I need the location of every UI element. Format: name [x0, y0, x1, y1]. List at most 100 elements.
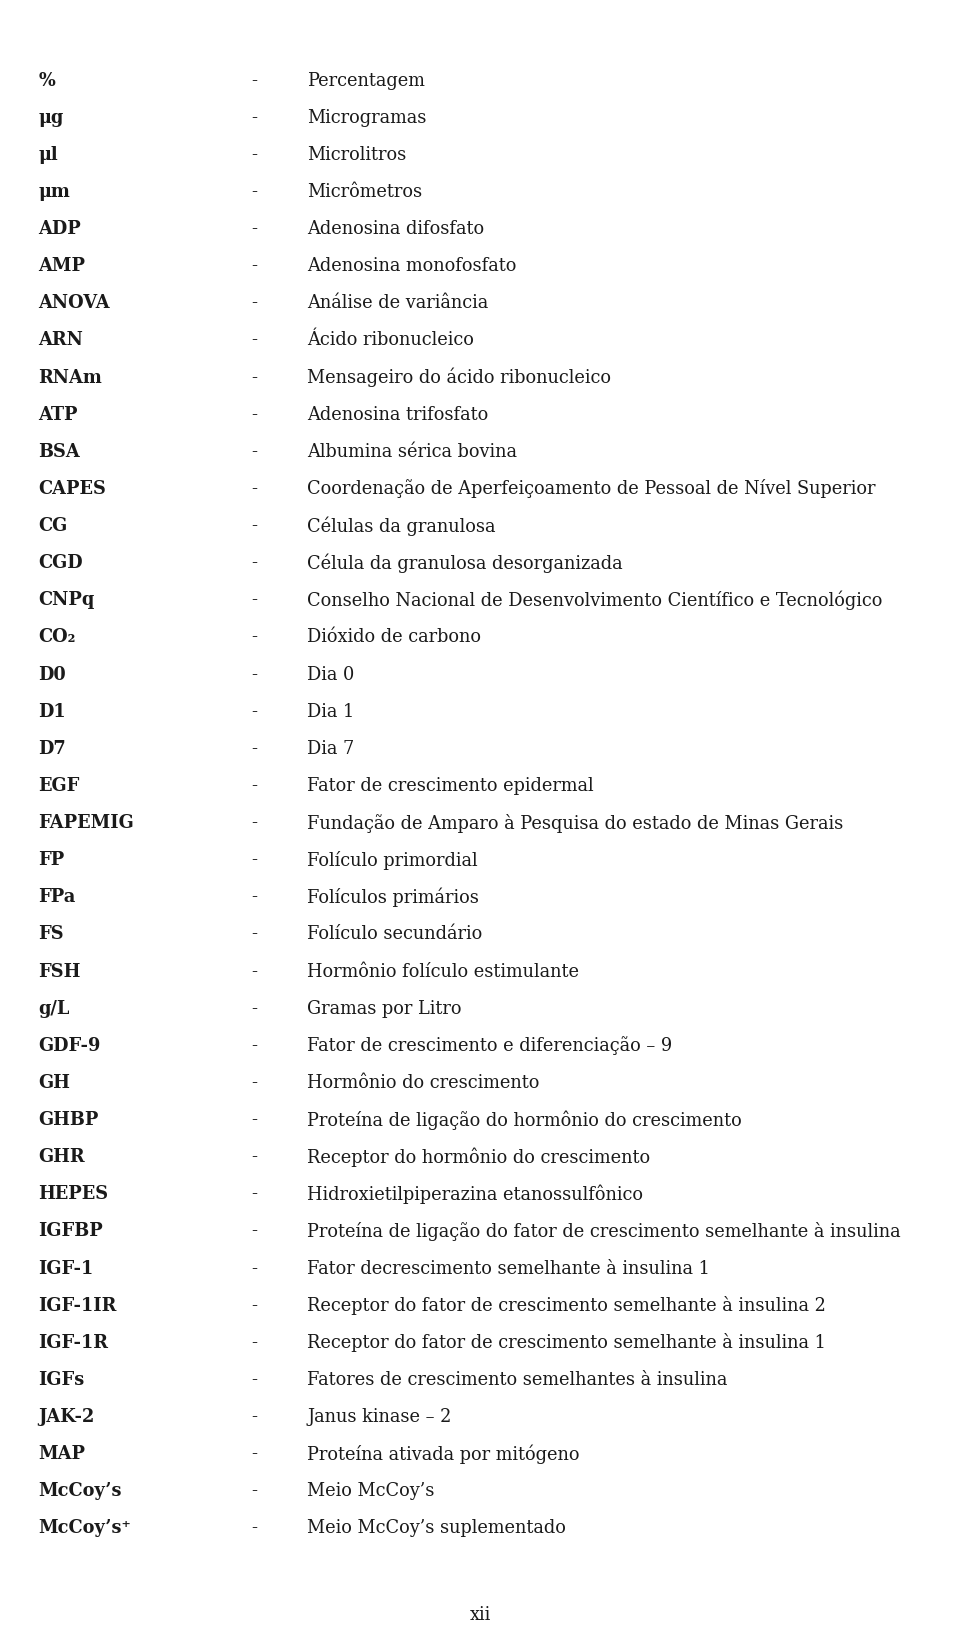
Text: Microlitros: Microlitros: [307, 146, 406, 164]
Text: IGF-1: IGF-1: [38, 1259, 94, 1277]
Text: FPa: FPa: [38, 889, 76, 907]
Text: Ácido ribonucleico: Ácido ribonucleico: [307, 331, 474, 349]
Text: μl: μl: [38, 146, 59, 164]
Text: -: -: [252, 963, 257, 981]
Text: FP: FP: [38, 851, 64, 869]
Text: ARN: ARN: [38, 331, 84, 349]
Text: HEPES: HEPES: [38, 1185, 108, 1203]
Text: Coordenação de Aperfeiçoamento de Pessoal de Nível Superior: Coordenação de Aperfeiçoamento de Pessoa…: [307, 480, 876, 498]
Text: ADP: ADP: [38, 219, 82, 237]
Text: -: -: [252, 925, 257, 943]
Text: -: -: [252, 555, 257, 573]
Text: -: -: [252, 146, 257, 164]
Text: Célula da granulosa desorganizada: Célula da granulosa desorganizada: [307, 553, 623, 573]
Text: Proteína de ligação do fator de crescimento semelhante à insulina: Proteína de ligação do fator de crescime…: [307, 1221, 900, 1241]
Text: FS: FS: [38, 925, 64, 943]
Text: -: -: [252, 1483, 257, 1501]
Text: IGFBP: IGFBP: [38, 1223, 103, 1241]
Text: -: -: [252, 444, 257, 460]
Text: IGFs: IGFs: [38, 1370, 84, 1388]
Text: Dia 7: Dia 7: [307, 740, 354, 758]
Text: Hormônio folículo estimulante: Hormônio folículo estimulante: [307, 963, 579, 981]
Text: -: -: [252, 257, 257, 275]
Text: Receptor do hormônio do crescimento: Receptor do hormônio do crescimento: [307, 1148, 650, 1167]
Text: Receptor do fator de crescimento semelhante à insulina 2: Receptor do fator de crescimento semelha…: [307, 1297, 826, 1315]
Text: -: -: [252, 72, 257, 90]
Text: Fator de crescimento e diferenciação – 9: Fator de crescimento e diferenciação – 9: [307, 1036, 672, 1056]
Text: Hidroxietilpiperazina etanossulfônico: Hidroxietilpiperazina etanossulfônico: [307, 1185, 643, 1205]
Text: Gramas por Litro: Gramas por Litro: [307, 1000, 462, 1018]
Text: IGF-1R: IGF-1R: [38, 1334, 108, 1352]
Text: Adenosina difosfato: Adenosina difosfato: [307, 219, 485, 237]
Text: GHR: GHR: [38, 1148, 85, 1166]
Text: AMP: AMP: [38, 257, 85, 275]
Text: -: -: [252, 814, 257, 832]
Text: Dióxido de carbono: Dióxido de carbono: [307, 629, 481, 647]
Text: Hormônio do crescimento: Hormônio do crescimento: [307, 1074, 540, 1092]
Text: -: -: [252, 331, 257, 349]
Text: -: -: [252, 183, 257, 201]
Text: -: -: [252, 1112, 257, 1130]
Text: Folículos primários: Folículos primários: [307, 887, 479, 907]
Text: GDF-9: GDF-9: [38, 1036, 101, 1054]
Text: Receptor do fator de crescimento semelhante à insulina 1: Receptor do fator de crescimento semelha…: [307, 1333, 826, 1352]
Text: CG: CG: [38, 517, 67, 535]
Text: Meio McCoy’s: Meio McCoy’s: [307, 1483, 435, 1501]
Text: MAP: MAP: [38, 1445, 85, 1463]
Text: Folículo secundário: Folículo secundário: [307, 925, 483, 943]
Text: μg: μg: [38, 108, 63, 126]
Text: -: -: [252, 702, 257, 720]
Text: Adenosina trifosfato: Adenosina trifosfato: [307, 406, 489, 424]
Text: -: -: [252, 295, 257, 313]
Text: -: -: [252, 1370, 257, 1388]
Text: -: -: [252, 889, 257, 907]
Text: FSH: FSH: [38, 963, 81, 981]
Text: EGF: EGF: [38, 778, 80, 796]
Text: -: -: [252, 1297, 257, 1315]
Text: Folículo primordial: Folículo primordial: [307, 851, 478, 869]
Text: -: -: [252, 1074, 257, 1092]
Text: Janus kinase – 2: Janus kinase – 2: [307, 1408, 451, 1426]
Text: Fatores de crescimento semelhantes à insulina: Fatores de crescimento semelhantes à ins…: [307, 1370, 728, 1388]
Text: Dia 0: Dia 0: [307, 666, 354, 684]
Text: D0: D0: [38, 666, 66, 684]
Text: D1: D1: [38, 702, 66, 720]
Text: -: -: [252, 517, 257, 535]
Text: -: -: [252, 1036, 257, 1054]
Text: Microgramas: Microgramas: [307, 108, 426, 126]
Text: -: -: [252, 406, 257, 424]
Text: ATP: ATP: [38, 406, 78, 424]
Text: Proteína ativada por mitógeno: Proteína ativada por mitógeno: [307, 1444, 580, 1463]
Text: McCoy’s: McCoy’s: [38, 1483, 122, 1501]
Text: -: -: [252, 1408, 257, 1426]
Text: -: -: [252, 1519, 257, 1537]
Text: -: -: [252, 1185, 257, 1203]
Text: -: -: [252, 1148, 257, 1166]
Text: IGF-1IR: IGF-1IR: [38, 1297, 117, 1315]
Text: Fator decrescimento semelhante à insulina 1: Fator decrescimento semelhante à insulin…: [307, 1259, 710, 1277]
Text: xii: xii: [469, 1606, 491, 1624]
Text: Meio McCoy’s suplementado: Meio McCoy’s suplementado: [307, 1519, 566, 1537]
Text: CGD: CGD: [38, 555, 83, 573]
Text: %: %: [38, 72, 55, 90]
Text: -: -: [252, 851, 257, 869]
Text: -: -: [252, 591, 257, 609]
Text: Albumina sérica bovina: Albumina sérica bovina: [307, 444, 517, 460]
Text: -: -: [252, 1334, 257, 1352]
Text: CAPES: CAPES: [38, 480, 107, 498]
Text: McCoy’s⁺: McCoy’s⁺: [38, 1519, 132, 1537]
Text: -: -: [252, 1223, 257, 1241]
Text: GH: GH: [38, 1074, 70, 1092]
Text: -: -: [252, 219, 257, 237]
Text: CO₂: CO₂: [38, 629, 76, 647]
Text: g/L: g/L: [38, 1000, 70, 1018]
Text: -: -: [252, 629, 257, 647]
Text: -: -: [252, 1259, 257, 1277]
Text: -: -: [252, 1445, 257, 1463]
Text: -: -: [252, 778, 257, 796]
Text: Conselho Nacional de Desenvolvimento Científico e Tecnológico: Conselho Nacional de Desenvolvimento Cie…: [307, 591, 882, 611]
Text: -: -: [252, 480, 257, 498]
Text: -: -: [252, 740, 257, 758]
Text: Proteína de ligação do hormônio do crescimento: Proteína de ligação do hormônio do cresc…: [307, 1110, 742, 1130]
Text: Mensageiro do ácido ribonucleico: Mensageiro do ácido ribonucleico: [307, 368, 612, 388]
